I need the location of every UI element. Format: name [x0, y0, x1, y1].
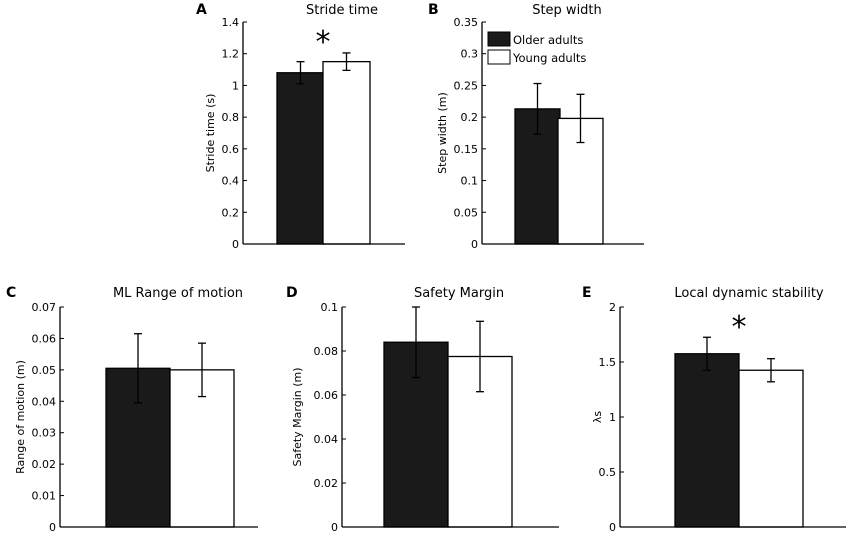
- chart-title-d: Safety Margin: [414, 286, 504, 301]
- y-tick-label-c: 0.01: [32, 490, 57, 503]
- y-tick-label-a: 0.4: [222, 175, 240, 188]
- chart-title-b: Step width: [532, 3, 602, 18]
- y-tick-label-b: 0.1: [461, 175, 479, 188]
- y-axis-label-d: Safety Margin (m): [291, 367, 304, 466]
- chart-panel-b: B Step width Step width (m) 0 0.05 0.1 0.15 0.2…: [428, 2, 644, 251]
- chart-panel-d: D Safety Margin Safety Margin (m) 0 0.02 0.04…: [286, 285, 559, 534]
- chart-title-a: Stride time: [306, 3, 378, 18]
- legend-swatch-young: [487, 49, 511, 65]
- y-tick-label-c: 0: [49, 521, 56, 534]
- y-tick-label-d: 0.04: [314, 433, 339, 446]
- significance-star-a: *: [316, 25, 331, 60]
- legend: Older adults Young adults: [487, 31, 586, 65]
- y-tick-label-b: 0.05: [454, 206, 479, 219]
- bar-young-e: [738, 369, 804, 528]
- y-tick-label-a: 1: [232, 79, 239, 92]
- legend-label-young: Young adults: [512, 51, 586, 65]
- bar-older-e: [674, 353, 740, 528]
- significance-star-e: *: [732, 310, 747, 345]
- y-tick-label-d: 0.08: [314, 345, 339, 358]
- y-tick-label-c: 0.03: [32, 427, 57, 440]
- y-axis-label-c: Range of motion (m): [14, 360, 27, 474]
- y-tick-label-e: 1.5: [599, 356, 617, 369]
- panel-letter-b: B: [428, 2, 439, 18]
- y-tick-label-b: 0: [471, 238, 478, 251]
- y-tick-label-c: 0.02: [32, 458, 57, 471]
- chart-panel-a: A Stride time Stride time (s) 0 0.2 0.4 0.6 0.8…: [196, 2, 405, 251]
- y-tick-label-d: 0.02: [314, 477, 339, 490]
- legend-swatch-older: [487, 31, 511, 47]
- y-axis-label-b: Step width (m): [436, 92, 449, 174]
- panel-letter-a: A: [196, 2, 207, 18]
- y-tick-label-e: 0.5: [599, 466, 617, 479]
- y-tick-label-b: 0.15: [454, 143, 479, 156]
- y-axis-label-e: λs: [591, 411, 604, 424]
- bar-young-a: [322, 60, 371, 245]
- y-tick-label-b: 0.2: [461, 111, 479, 124]
- y-tick-label-a: 0.2: [222, 206, 240, 219]
- panel-letter-d: D: [286, 285, 298, 301]
- y-tick-label-c: 0.04: [32, 395, 57, 408]
- y-tick-label-a: 0.8: [222, 111, 240, 124]
- y-tick-label-a: 1.4: [222, 16, 240, 29]
- y-tick-label-e: 1: [609, 411, 616, 424]
- y-tick-label-b: 0.35: [454, 16, 479, 29]
- panel-letter-e: E: [582, 285, 592, 301]
- panel-letter-c: C: [6, 285, 16, 301]
- y-tick-label-b: 0.25: [454, 79, 479, 92]
- y-axis-label-a: Stride time (s): [204, 94, 217, 173]
- y-tick-label-d: 0.06: [314, 389, 339, 402]
- y-tick-label-d: 0: [331, 521, 338, 534]
- bar-older-a: [276, 72, 325, 245]
- y-tick-label-a: 0: [232, 238, 239, 251]
- y-tick-label-a: 1.2: [222, 48, 240, 61]
- chart-panel-c: C ML Range of motion Range of motion (m) 0 0…: [6, 285, 258, 534]
- chart-title-e: Local dynamic stability: [674, 286, 824, 301]
- y-tick-label-e: 0: [609, 521, 616, 534]
- y-tick-label-c: 0.07: [32, 301, 57, 314]
- chart-title-c: ML Range of motion: [113, 286, 243, 301]
- legend-label-older: Older adults: [513, 33, 583, 47]
- chart-panel-e: E Local dynamic stability λs 0 0.5 1 1.5 2 *: [582, 285, 846, 534]
- y-tick-label-c: 0.06: [32, 332, 57, 345]
- y-tick-label-e: 2: [609, 301, 616, 314]
- y-tick-label-a: 0.6: [222, 143, 240, 156]
- y-tick-label-d: 0.1: [321, 301, 339, 314]
- y-tick-label-b: 0.3: [461, 48, 479, 61]
- y-tick-label-c: 0.05: [32, 364, 57, 377]
